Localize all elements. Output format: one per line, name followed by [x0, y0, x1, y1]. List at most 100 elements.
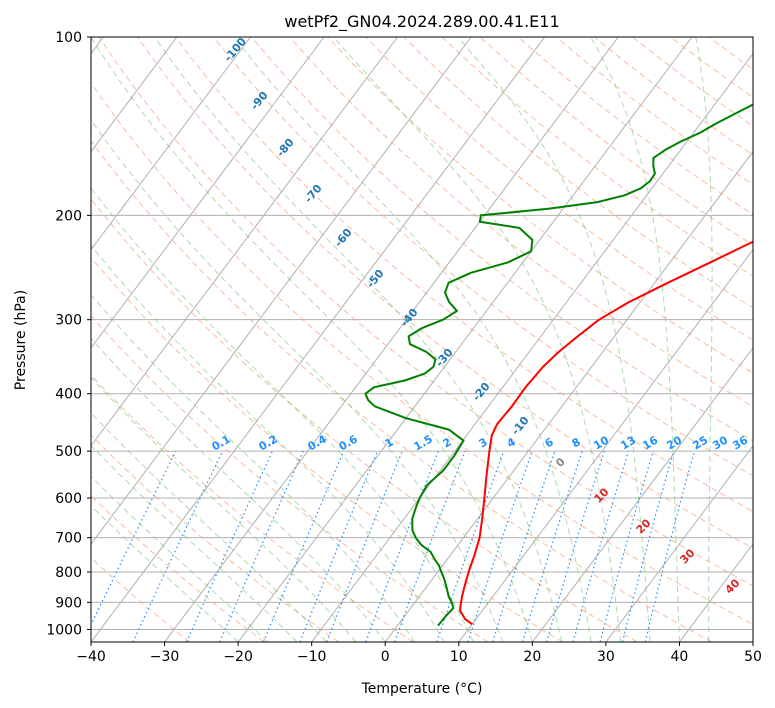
- mixing-ratio-label: 6: [543, 435, 556, 450]
- y-tick-label: 400: [55, 387, 82, 403]
- isotherm-line: [91, 37, 399, 447]
- mixing-ratio-line: [599, 450, 654, 642]
- y-tick-label: 100: [55, 30, 82, 46]
- moist-adiabat-line: [91, 119, 504, 642]
- moist-adiabats: [91, 37, 713, 642]
- mixing-ratio-line: [394, 450, 466, 642]
- y-axis-label: Pressure (hPa): [13, 290, 29, 390]
- mixing-ratio-lines: [91, 450, 695, 642]
- mixing-ratio-label: 1.5: [412, 432, 435, 453]
- mixing-ratio-line: [132, 450, 224, 642]
- moist-adiabat-line: [333, 37, 622, 642]
- isotherm-line: [458, 248, 753, 642]
- mixing-ratio-line: [326, 450, 403, 642]
- x-tick-label: −40: [76, 649, 106, 665]
- x-tick-label: 10: [450, 649, 468, 665]
- mixing-ratio-line: [467, 450, 533, 642]
- mixing-ratio-label: 13: [618, 434, 638, 453]
- dry-adiabat-line: [632, 37, 753, 127]
- mixing-ratio-label: 10: [591, 433, 611, 452]
- moist-adiabat-line: [590, 37, 680, 642]
- isotherm-line: [91, 37, 251, 251]
- isotherm-line: [237, 37, 693, 642]
- y-tick-label: 900: [55, 595, 82, 611]
- dry-adiabat-line: [403, 37, 753, 309]
- dry-adiabat-line: [708, 37, 753, 70]
- mixing-ratio-line: [492, 450, 556, 642]
- dry-adiabat-label: -80: [274, 136, 297, 160]
- axis-ticks: −40 −30 −20 −10 0 10 20 30 40 50 1000 900 800 700 600 5…: [46, 30, 762, 665]
- mixing-ratio-label: 16: [640, 433, 660, 452]
- moist-adiabat-line: [91, 412, 327, 642]
- dry-adiabat-line: [479, 37, 753, 246]
- grid-lines: [91, 37, 753, 642]
- x-tick-label: −30: [150, 649, 180, 665]
- moist-adiabat-line: [91, 376, 357, 642]
- y-tick-label: 700: [55, 531, 82, 547]
- mixing-ratio-label: 8: [570, 435, 583, 450]
- mixing-ratio-line: [622, 450, 675, 642]
- dry-adiabat-line: [251, 37, 753, 442]
- dry-adiabat-line: [91, 256, 563, 642]
- y-tick-label: 1000: [46, 622, 82, 638]
- dry-adiabat-label: -10: [509, 414, 532, 438]
- dry-adiabat-line: [91, 198, 638, 642]
- moist-adiabat-line: [154, 37, 563, 642]
- mixing-ratio-line: [521, 450, 583, 642]
- isotherm-line: [679, 543, 753, 642]
- mixing-ratio-line: [219, 450, 304, 642]
- mixing-ratio-label: 0.2: [257, 432, 280, 453]
- isotherm-line: [752, 641, 753, 642]
- y-tick-label: 300: [55, 313, 82, 329]
- moist-adiabat-label: 30: [678, 546, 698, 566]
- y-tick-label: 600: [55, 491, 82, 507]
- moist-adiabat-line: [91, 37, 533, 642]
- moist-adiabat-label: 40: [723, 576, 743, 596]
- mixing-ratio-label: 20: [664, 433, 684, 452]
- dry-adiabat-label: -20: [470, 380, 493, 404]
- moist-adiabat-label: 10: [592, 485, 612, 505]
- dry-adiabat-label: -100: [221, 35, 249, 65]
- moist-adiabat-line: [91, 294, 416, 642]
- moist-adiabat-line: [91, 244, 445, 642]
- moist-adiabat-line: [91, 444, 298, 642]
- plot-area: -100-90-80-70-60-50-40-30-20-100.1 0.2 0.4…: [91, 35, 753, 642]
- x-tick-label: −10: [297, 649, 327, 665]
- mixing-ratio-label: 1: [383, 435, 396, 450]
- isotherm-line: [605, 445, 753, 642]
- dry-adiabat-line: [517, 37, 753, 216]
- mixing-ratio-label: 0.1: [210, 432, 233, 453]
- mixing-ratio-label: 3: [477, 435, 490, 450]
- isotherm-line: [531, 346, 753, 642]
- y-tick-label: 800: [55, 565, 82, 581]
- x-axis-label: Temperature (°C): [361, 681, 483, 697]
- moist-adiabat-line: [91, 505, 239, 642]
- dry-adiabat-line: [91, 374, 414, 642]
- moist-adiabat-line: [695, 37, 713, 642]
- mixing-ratio-line: [262, 450, 345, 642]
- isotherm-line: [164, 37, 619, 642]
- mixing-ratio-label: 4: [505, 435, 518, 450]
- x-tick-label: 0: [381, 649, 390, 665]
- y-tick-label: 500: [55, 444, 82, 460]
- x-tick-label: 40: [671, 649, 689, 665]
- isotherm-line: [384, 150, 753, 642]
- dry-adiabat-line: [136, 37, 753, 549]
- mixing-ratio-label: 36: [730, 433, 750, 452]
- mixing-ratio-line: [572, 450, 630, 642]
- moist-adiabat-line: [457, 37, 651, 642]
- mixing-ratio-label: 30: [710, 433, 730, 452]
- x-tick-label: −20: [223, 649, 253, 665]
- moist-adiabat-line: [91, 475, 268, 642]
- dry-adiabat-line: [174, 37, 753, 513]
- isotherm-line: [91, 37, 325, 349]
- isotherm-line: [91, 37, 178, 153]
- x-tick-label: 20: [523, 649, 541, 665]
- plot-frame: [90, 36, 754, 643]
- x-tick-label: 50: [744, 649, 762, 665]
- dry-adiabats: [91, 37, 753, 642]
- dry-adiabat-label: -90: [248, 89, 271, 113]
- mixing-ratio-line: [436, 450, 505, 642]
- x-tick-label: 30: [597, 649, 615, 665]
